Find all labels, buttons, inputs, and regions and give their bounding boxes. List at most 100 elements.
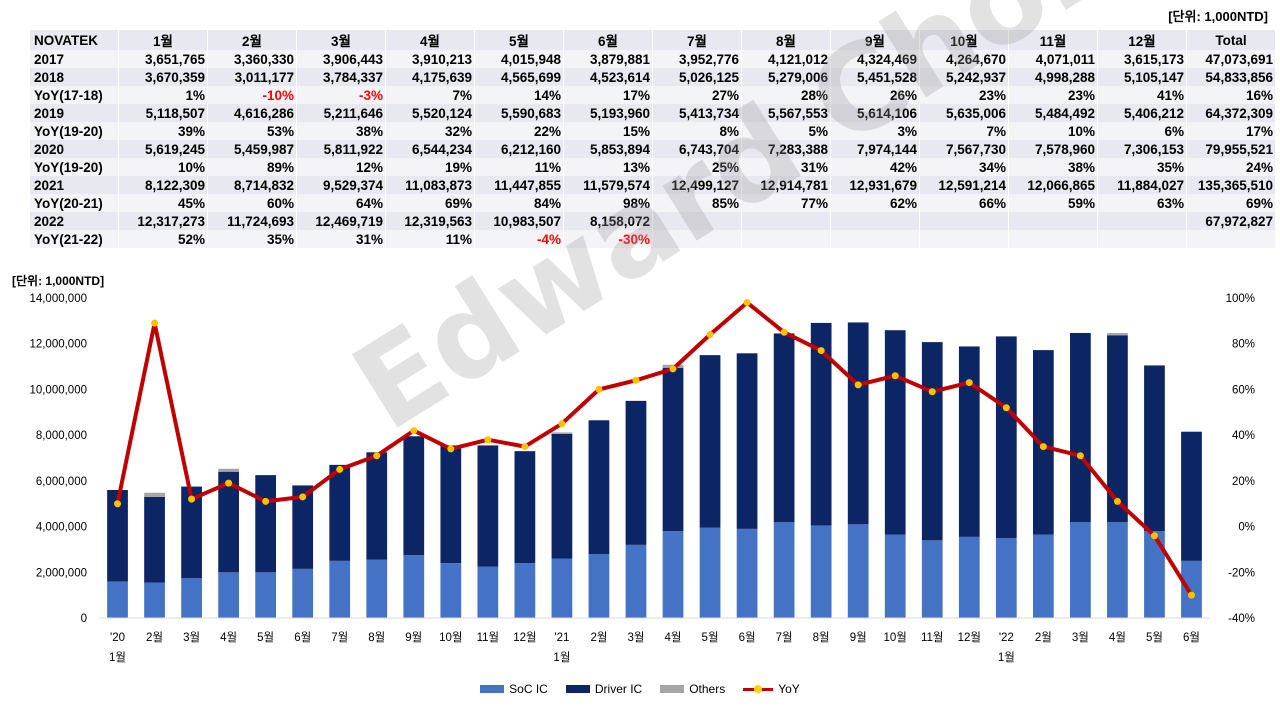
table-cell: 4,565,699 bbox=[474, 68, 564, 86]
table-cell: 39% bbox=[118, 122, 208, 140]
table-cell: 11,884,027 bbox=[1097, 176, 1187, 194]
table-cell: 3,651,765 bbox=[118, 50, 208, 68]
table-cell: 32% bbox=[385, 122, 475, 140]
table-cell: 35% bbox=[1097, 158, 1187, 176]
bar-soc-ic bbox=[1181, 560, 1202, 618]
legend-swatch-soc bbox=[480, 685, 505, 693]
table-header-cell: 7월 bbox=[652, 30, 742, 50]
table-cell: 17% bbox=[563, 86, 653, 104]
yoy-point bbox=[410, 427, 418, 435]
table-row: YoY(20-21) 45% 60% 64% 69% 84% 98% 85% 77% 62% 66%… bbox=[30, 194, 1276, 212]
x-tick-label: 2월 bbox=[590, 631, 607, 644]
table-row-label: 2017 bbox=[30, 50, 119, 68]
bar-driver-ic bbox=[884, 330, 906, 535]
yoy-point bbox=[669, 365, 677, 373]
x-tick-label: 9월 bbox=[850, 631, 867, 644]
table-cell: 12,469,719 bbox=[296, 212, 386, 230]
x-tick-label: '22 bbox=[999, 632, 1014, 644]
table-cell: 3,670,359 bbox=[118, 68, 208, 86]
bar-soc-ic bbox=[588, 554, 610, 618]
table-cell: 98% bbox=[563, 194, 653, 212]
x-tick-label: 10월 bbox=[439, 631, 462, 644]
table-row-label: 2021 bbox=[30, 176, 119, 194]
table-cell: -10% bbox=[207, 86, 297, 104]
bar-driver-ic bbox=[477, 445, 499, 567]
yoy-point bbox=[299, 493, 307, 501]
table-row-label: YoY(19-20) bbox=[30, 122, 119, 140]
yoy-point bbox=[1150, 532, 1158, 540]
bar-soc-ic bbox=[218, 572, 239, 618]
table-cell: 12,499,127 bbox=[652, 176, 742, 194]
bar-soc-ic bbox=[958, 536, 980, 618]
x-tick-label: 4월 bbox=[220, 631, 237, 644]
x-tick-label: 12월 bbox=[513, 631, 536, 644]
yoy-point bbox=[780, 328, 788, 336]
x-tick-label: 1월 bbox=[109, 651, 126, 664]
x-tick-label: 1월 bbox=[553, 651, 570, 664]
table-cell: 5,406,212 bbox=[1097, 104, 1187, 122]
table-cell: 5,211,646 bbox=[296, 104, 386, 122]
table-row-label: YoY(20-21) bbox=[30, 194, 119, 212]
bar-driver-ic bbox=[921, 342, 943, 541]
table-cell: 8,122,309 bbox=[118, 176, 208, 194]
x-tick-label: 6월 bbox=[1183, 631, 1200, 644]
table-cell: 7% bbox=[919, 122, 1009, 140]
bar-driver-ic bbox=[1181, 431, 1202, 561]
table-cell bbox=[1008, 212, 1098, 230]
table-cell: 38% bbox=[1008, 158, 1098, 176]
table-row-label: YoY(17-18) bbox=[30, 86, 119, 104]
table-cell: 79,955,521 bbox=[1186, 140, 1276, 158]
legend-label-soc: SoC IC bbox=[509, 682, 548, 696]
bar-driver-ic bbox=[255, 475, 277, 573]
bar-driver-ic bbox=[625, 400, 647, 545]
table-cell: 6,212,160 bbox=[474, 140, 564, 158]
bar-soc-ic bbox=[810, 525, 832, 618]
table-row-label: 2018 bbox=[30, 68, 119, 86]
unit-label-chart: [단위: 1,000NTD] bbox=[12, 274, 105, 288]
y-right-tick-label: 0% bbox=[1238, 522, 1255, 534]
data-table: NOVATEK 1월 2월 3월 4월 5월 6월 7월 8월 9월 10월 11월 12월 Total 2… bbox=[30, 30, 1276, 248]
table-cell: 8,158,072 bbox=[563, 212, 653, 230]
bar-driver-ic bbox=[699, 355, 721, 528]
bar-others bbox=[144, 492, 165, 497]
table-cell: 25% bbox=[652, 158, 742, 176]
x-tick-label: 1월 bbox=[998, 651, 1015, 664]
bar-driver-ic bbox=[1107, 335, 1128, 522]
bar-soc-ic bbox=[403, 555, 425, 618]
bar-soc-ic bbox=[773, 522, 795, 618]
table-cell: 135,365,510 bbox=[1186, 176, 1276, 194]
bar-driver-ic bbox=[440, 445, 462, 564]
chart-legend: SoC IC Driver IC Others YoY bbox=[0, 682, 1280, 696]
table-cell: 31% bbox=[741, 158, 831, 176]
table-cell: 3,910,213 bbox=[385, 50, 475, 68]
table-cell: 7,283,388 bbox=[741, 140, 831, 158]
table-cell: 69% bbox=[385, 194, 475, 212]
table-cell: 5,853,894 bbox=[563, 140, 653, 158]
y-left-tick-label: 2,000,000 bbox=[36, 567, 87, 579]
x-tick-label: 6월 bbox=[294, 631, 311, 644]
legend-item-yoy: YoY bbox=[743, 682, 800, 696]
x-tick-label: 5월 bbox=[1146, 631, 1163, 644]
yoy-point bbox=[743, 299, 751, 307]
legend-label-driver: Driver IC bbox=[594, 682, 643, 696]
x-tick-label: 4월 bbox=[665, 631, 682, 644]
bar-soc-ic bbox=[847, 524, 869, 618]
table-cell: 12,914,781 bbox=[741, 176, 831, 194]
table-row-label: YoY(19-20) bbox=[30, 158, 119, 176]
table-cell: 45% bbox=[118, 194, 208, 212]
legend-item-driver: Driver IC bbox=[565, 682, 643, 696]
table-cell: 23% bbox=[919, 86, 1009, 104]
table-cell: 12,066,865 bbox=[1008, 176, 1098, 194]
table-cell: 5,567,553 bbox=[741, 104, 831, 122]
table-cell: 84% bbox=[474, 194, 564, 212]
x-tick-label: '21 bbox=[554, 632, 569, 644]
bar-soc-ic bbox=[255, 572, 277, 618]
table-cell: 5,484,492 bbox=[1008, 104, 1098, 122]
table-cell: 6% bbox=[1097, 122, 1187, 140]
yoy-point bbox=[632, 376, 640, 384]
legend-label-yoy: YoY bbox=[778, 682, 800, 696]
y-left-tick-label: 12,000,000 bbox=[29, 339, 87, 351]
x-tick-label: 7월 bbox=[776, 631, 793, 644]
table-cell: 5,619,245 bbox=[118, 140, 208, 158]
yoy-point bbox=[817, 347, 825, 355]
